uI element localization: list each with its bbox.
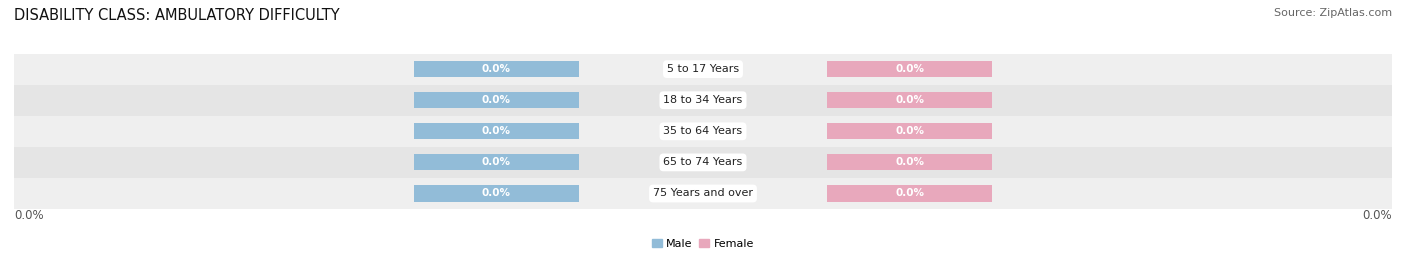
Bar [827, 154, 993, 170]
Text: 0.0%: 0.0% [896, 95, 924, 105]
Text: 65 to 74 Years: 65 to 74 Years [664, 157, 742, 168]
Text: 0.0%: 0.0% [482, 64, 510, 74]
Bar [14, 54, 1392, 85]
Bar [413, 185, 579, 202]
Text: 5 to 17 Years: 5 to 17 Years [666, 64, 740, 74]
Bar [14, 116, 1392, 147]
Text: 0.0%: 0.0% [482, 188, 510, 199]
Text: Source: ZipAtlas.com: Source: ZipAtlas.com [1274, 8, 1392, 18]
Bar [413, 154, 579, 170]
Bar [827, 61, 993, 77]
Text: 0.0%: 0.0% [1362, 209, 1392, 222]
Bar [413, 123, 579, 139]
Text: DISABILITY CLASS: AMBULATORY DIFFICULTY: DISABILITY CLASS: AMBULATORY DIFFICULTY [14, 8, 340, 23]
Text: 35 to 64 Years: 35 to 64 Years [664, 126, 742, 136]
Text: 0.0%: 0.0% [482, 95, 510, 105]
Bar [413, 92, 579, 108]
Text: 0.0%: 0.0% [482, 126, 510, 136]
Text: 75 Years and over: 75 Years and over [652, 188, 754, 199]
Bar [827, 92, 993, 108]
Bar [827, 185, 993, 202]
Text: 0.0%: 0.0% [482, 157, 510, 168]
Text: 0.0%: 0.0% [896, 64, 924, 74]
Text: 0.0%: 0.0% [896, 126, 924, 136]
Bar [14, 85, 1392, 116]
Legend: Male, Female: Male, Female [647, 234, 759, 253]
Bar [14, 147, 1392, 178]
Bar [14, 178, 1392, 209]
Text: 0.0%: 0.0% [896, 157, 924, 168]
Text: 0.0%: 0.0% [896, 188, 924, 199]
Text: 0.0%: 0.0% [14, 209, 44, 222]
Text: 18 to 34 Years: 18 to 34 Years [664, 95, 742, 105]
Bar [827, 123, 993, 139]
Bar [413, 61, 579, 77]
